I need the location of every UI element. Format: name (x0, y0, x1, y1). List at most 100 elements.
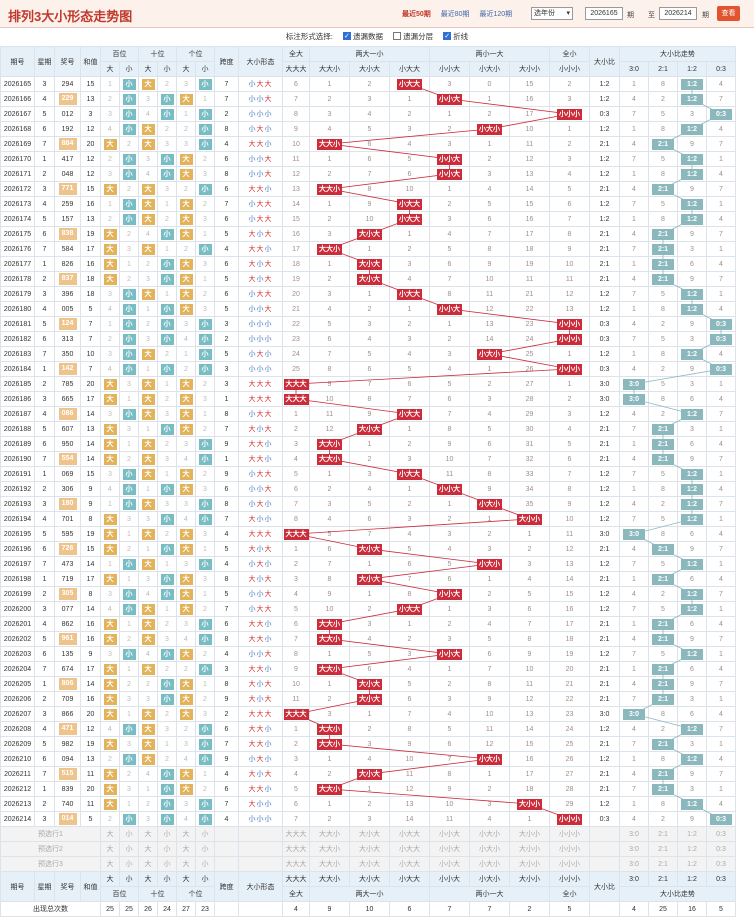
award-cell: 866 (54, 706, 81, 722)
sum-cell: 11 (80, 766, 101, 782)
predict-pattern-cell[interactable]: 大大小 (309, 826, 350, 842)
position-big-cell: 大 (138, 496, 158, 512)
predict-big-cell[interactable]: 大 (138, 856, 158, 872)
week-cell: 6 (34, 646, 55, 662)
predict-ratio-trend-cell[interactable]: 0:3 (706, 841, 736, 857)
predict-ratio-trend-cell[interactable]: 0:3 (706, 826, 736, 842)
predict-pattern-cell[interactable]: 大小大 (349, 856, 390, 872)
predict-pattern-cell[interactable]: 小大大 (389, 856, 430, 872)
col-issue-header[interactable]: 期号 (0, 46, 35, 77)
predict-pattern-cell[interactable]: 小大大 (389, 826, 430, 842)
predict-pattern-cell[interactable]: 小大小 (469, 841, 510, 857)
pattern-cell: 2 (469, 526, 510, 542)
predict-ratio-trend-cell[interactable]: 0:3 (706, 856, 736, 872)
predict-big-cell[interactable]: 大 (100, 856, 120, 872)
ratio-trend-cell: 6 (677, 706, 707, 722)
predict-pattern-cell[interactable]: 大小大 (349, 841, 390, 857)
predict-pattern-cell[interactable]: 大小大 (349, 826, 390, 842)
predict-small-cell[interactable]: 小 (195, 826, 215, 842)
predict-big-cell[interactable]: 大 (176, 856, 196, 872)
big-char: 大 (248, 441, 257, 448)
predict-pattern-cell[interactable]: 小小大 (429, 856, 470, 872)
predict-pattern-cell[interactable]: 小小大 (429, 841, 470, 857)
predict-ratio-trend-cell[interactable]: 3:0 (619, 841, 649, 857)
predict-ratio-trend-cell[interactable]: 2:1 (648, 826, 678, 842)
ratio-trend-cell: 0:3 (706, 106, 736, 122)
polyline-checkbox[interactable] (443, 31, 452, 43)
predict-pattern-cell[interactable]: 大大大 (282, 856, 310, 872)
predict-small-cell[interactable]: 小 (195, 841, 215, 857)
predict-small-cell[interactable]: 小 (119, 841, 139, 857)
big-char: 大 (256, 396, 265, 403)
predict-pattern-cell[interactable]: 大大大 (282, 841, 310, 857)
position-big-cell: 4 (138, 766, 158, 782)
predict-ratio-trend-cell[interactable]: 1:2 (677, 826, 707, 842)
predict-pattern-cell[interactable]: 小大大 (389, 841, 430, 857)
predict-pattern-cell[interactable]: 小小大 (429, 826, 470, 842)
position-small-cell: 小 (119, 316, 139, 332)
predict-small-cell[interactable]: 小 (119, 856, 139, 872)
predict-pattern-cell[interactable]: 小大小 (469, 856, 510, 872)
shape-cell: 小小小 (238, 106, 283, 122)
period-120-link[interactable]: 最近120期 (479, 11, 513, 18)
predict-pattern-cell[interactable]: 大大大 (282, 826, 310, 842)
small-marker: 小 (198, 183, 212, 195)
sum-cell: 5 (80, 301, 101, 317)
predict-big-cell[interactable]: 大 (176, 826, 196, 842)
predict-small-cell[interactable]: 小 (157, 841, 177, 857)
predict-big-cell[interactable]: 大 (100, 826, 120, 842)
pattern-cell: 9 (509, 646, 550, 662)
predict-ratio-trend-cell[interactable]: 3:0 (619, 856, 649, 872)
shape-total-cell (238, 901, 283, 917)
ratio-cell: 2:1 (589, 226, 620, 242)
query-button[interactable]: 查看 (717, 6, 740, 21)
position-big-cell: 1 (176, 106, 196, 122)
predict-ratio-trend-cell[interactable]: 2:1 (648, 841, 678, 857)
prediction-row[interactable]: 预选行3 大小大小大小大大大 大大小 大小大 小大大 小小大 小大小 大小小 小小小 3:0 2:1… (0, 856, 736, 872)
predict-small-cell[interactable]: 小 (195, 856, 215, 872)
predict-small-cell[interactable]: 小 (157, 856, 177, 872)
sum-cell: 12 (80, 721, 101, 737)
predict-big-cell[interactable]: 大 (138, 826, 158, 842)
predict-pattern-cell[interactable]: 大大小 (309, 856, 350, 872)
issue-cell: 2026197 (0, 556, 35, 572)
predict-small-cell[interactable]: 小 (157, 826, 177, 842)
ratio-cell: 1:2 (589, 496, 620, 512)
ratio-cell: 1:2 (589, 346, 620, 362)
period-50-link[interactable]: 最近50期 (402, 11, 431, 18)
prediction-row[interactable]: 预选行1 大小大小大小大大大 大大小 大小大 小大大 小小大 小大小 大小小 小小小 3:0 2:1… (0, 826, 736, 842)
missing-layer-checkbox[interactable] (393, 32, 402, 40)
ratio-trend-cell: 7 (706, 586, 736, 602)
to-issue-input[interactable]: 2026214 (659, 7, 697, 20)
predict-big-cell[interactable]: 大 (176, 841, 196, 857)
predict-pattern-cell[interactable]: 大小小 (509, 856, 550, 872)
predict-ratio-trend-cell[interactable]: 1:2 (677, 841, 707, 857)
pattern-cell: 大小大 (349, 226, 390, 242)
predict-small-cell[interactable]: 小 (119, 826, 139, 842)
period-80-link[interactable]: 最近80期 (440, 11, 470, 18)
predict-pattern-cell[interactable]: 大小小 (509, 826, 550, 842)
predict-pattern-cell[interactable]: 大大小 (309, 841, 350, 857)
ratio-trend-cell: 2:1 (648, 661, 678, 677)
year-select[interactable]: 选年份 ▾ (531, 7, 573, 20)
prediction-row[interactable]: 预选行2 大小大小大小大大大 大大小 大小大 小大大 小小大 小大小 大小小 小小小 3:0 2:1… (0, 841, 736, 857)
predict-ratio-trend-cell[interactable]: 1:2 (677, 856, 707, 872)
table-row: 2026191 1 069 15 3 小大 1 大 2 9 小大大 5 1 3 小大大 11 8 33 7 1:2 7 5… (0, 466, 736, 482)
predict-pattern-cell[interactable]: 小小小 (549, 841, 590, 857)
predict-big-cell[interactable]: 大 (100, 841, 120, 857)
predict-pattern-cell[interactable]: 小小小 (549, 826, 590, 842)
pattern-subheader: 大小大 (349, 61, 390, 77)
position-small-cell: 2 (119, 226, 139, 242)
ratio-marker: 1:2 (681, 213, 703, 225)
predict-pattern-cell[interactable]: 大小小 (509, 841, 550, 857)
pattern-cell: 1 (469, 511, 510, 527)
pattern-cell: 12 (509, 151, 550, 167)
predict-pattern-cell[interactable]: 小大小 (469, 826, 510, 842)
shape-cell: 大小小 (238, 796, 283, 812)
predict-pattern-cell[interactable]: 小小小 (549, 856, 590, 872)
predict-big-cell[interactable]: 大 (138, 841, 158, 857)
predict-ratio-trend-cell[interactable]: 3:0 (619, 826, 649, 842)
missing-data-checkbox[interactable] (343, 31, 351, 43)
from-issue-input[interactable]: 2026165 (585, 7, 623, 20)
predict-ratio-trend-cell[interactable]: 2:1 (648, 856, 678, 872)
